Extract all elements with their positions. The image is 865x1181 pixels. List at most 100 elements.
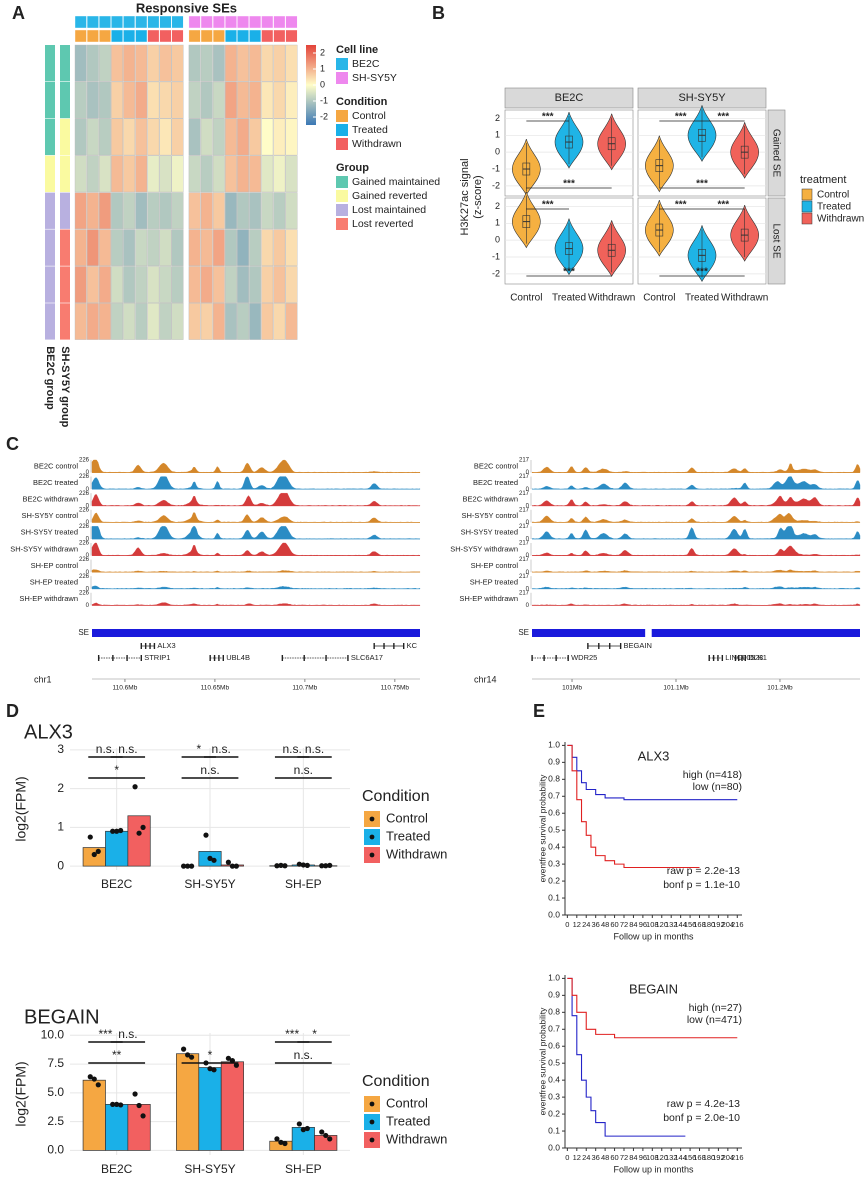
heatmap-cell xyxy=(171,192,184,230)
heatmap-cell xyxy=(135,192,148,230)
row-strip-label: Gained SE xyxy=(770,129,781,178)
track-label: SH-SY5Y withdrawn xyxy=(450,544,518,553)
x-axis-label: Follow up in months xyxy=(613,931,694,941)
heatmap-cell xyxy=(74,155,87,193)
heatmap-cell xyxy=(147,81,160,119)
x-tick-label: Treated xyxy=(685,293,719,304)
track-scale-max: 217 xyxy=(519,491,530,497)
x-tick-label: Control xyxy=(643,293,675,304)
replicate-point xyxy=(233,1062,239,1068)
signal-track xyxy=(531,586,861,590)
track-scale-min: 0 xyxy=(526,586,530,592)
heatmap-cell xyxy=(224,229,237,266)
replicate-point xyxy=(282,1140,288,1147)
heatmap-cell xyxy=(123,229,136,266)
chart-title: ALX3 xyxy=(638,748,670,763)
column-annotation xyxy=(188,29,201,43)
heatmap-cell xyxy=(74,44,87,82)
heatmap-cell xyxy=(261,266,274,303)
column-annotation xyxy=(285,15,298,29)
y-tick-label: 2.5 xyxy=(47,1114,64,1128)
column-annotation xyxy=(86,15,99,29)
signal-track xyxy=(91,602,421,606)
row-annotation xyxy=(60,192,70,229)
chart-title: BEGAIN xyxy=(24,1006,100,1028)
heatmap-cell xyxy=(123,303,136,340)
column-annotation xyxy=(98,29,111,43)
x-tick-label: 192 xyxy=(712,1153,725,1162)
gene-exon xyxy=(281,655,284,661)
track-scale-min: 0 xyxy=(86,520,90,526)
column-annotation xyxy=(273,15,286,29)
annotation: raw p = 4.2e-13 xyxy=(667,1098,740,1110)
y-tick-label: 0 xyxy=(495,147,500,157)
row-annotation-label: BE2C group xyxy=(44,346,56,410)
bar xyxy=(127,815,151,867)
heatmap-cell xyxy=(200,266,213,303)
heatmap-cell xyxy=(135,303,148,340)
gene-exon xyxy=(543,655,545,661)
significance-label: *** xyxy=(717,200,729,211)
heatmap-cell xyxy=(273,229,286,266)
x-tick-label: 108 xyxy=(646,1153,659,1162)
y-tick-label: 0.8 xyxy=(548,774,560,784)
replicate-point xyxy=(189,1054,195,1060)
heatmap-cell xyxy=(98,266,111,303)
x-tick-label: 96 xyxy=(639,920,647,929)
heatmap-cell xyxy=(74,266,87,303)
replicate-point xyxy=(136,1102,142,1109)
x-tick-label: BE2C xyxy=(101,877,133,891)
gene-exon xyxy=(531,655,533,661)
replicate-point xyxy=(110,828,116,834)
row-annotation xyxy=(45,118,55,156)
heatmap-cell xyxy=(188,192,201,230)
y-tick-label: 0.6 xyxy=(548,807,560,817)
heatmap-cell xyxy=(249,155,262,193)
row-annotation xyxy=(60,155,70,192)
legend-swatch xyxy=(336,72,348,84)
replicate-point xyxy=(225,859,231,865)
x-tick-label: 24 xyxy=(582,920,590,929)
annotation: bonf p = 1.1e-10 xyxy=(663,879,740,891)
gene-exon xyxy=(209,655,211,661)
heatmap-cell xyxy=(159,155,172,193)
row-annotation xyxy=(45,81,55,119)
track-scale-max: 226 xyxy=(79,557,90,563)
heatmap-cell xyxy=(111,44,124,82)
track-label: BE2C withdrawn xyxy=(23,494,78,503)
heatmap-cell xyxy=(261,303,274,340)
replicate-point xyxy=(319,863,325,869)
track-label: BE2C withdrawn xyxy=(463,494,518,503)
legend-dot xyxy=(369,1119,375,1125)
x-tick-label: 204 xyxy=(722,1153,735,1162)
track-scale-max: 226 xyxy=(79,574,90,580)
replicate-point xyxy=(118,1102,124,1108)
bar xyxy=(127,1104,151,1151)
heatmap-cell xyxy=(147,266,160,303)
replicate-point xyxy=(136,830,142,836)
heatmap-cell xyxy=(135,81,148,119)
heatmap-cell xyxy=(285,192,298,230)
heatmap-cell xyxy=(147,303,160,340)
heatmap-cell xyxy=(249,44,262,82)
legend-swatch xyxy=(336,204,348,216)
gene-exon xyxy=(609,643,611,649)
y-tick-label: 0.5 xyxy=(548,1057,560,1067)
heatmap-cell xyxy=(111,155,124,193)
replicate-point xyxy=(229,863,235,869)
y-tick-label: 1 xyxy=(495,130,500,140)
column-annotation xyxy=(111,29,124,43)
replicate-point xyxy=(225,1055,231,1061)
replicate-point xyxy=(274,1136,280,1142)
chromosome-label: chr1 xyxy=(34,674,52,684)
heatmap-cell xyxy=(98,303,111,340)
colorbar xyxy=(306,45,316,125)
heatmap-cell xyxy=(249,229,262,266)
x-tick-label: 144 xyxy=(674,920,687,929)
column-annotation xyxy=(147,29,160,43)
row-annotation-label: SH-SY5Y group xyxy=(59,346,71,427)
replicate-point xyxy=(278,1139,284,1145)
chromosome-label: chr14 xyxy=(474,674,497,684)
legend-label: Withdrawn xyxy=(386,1131,447,1146)
column-annotation xyxy=(261,29,274,43)
